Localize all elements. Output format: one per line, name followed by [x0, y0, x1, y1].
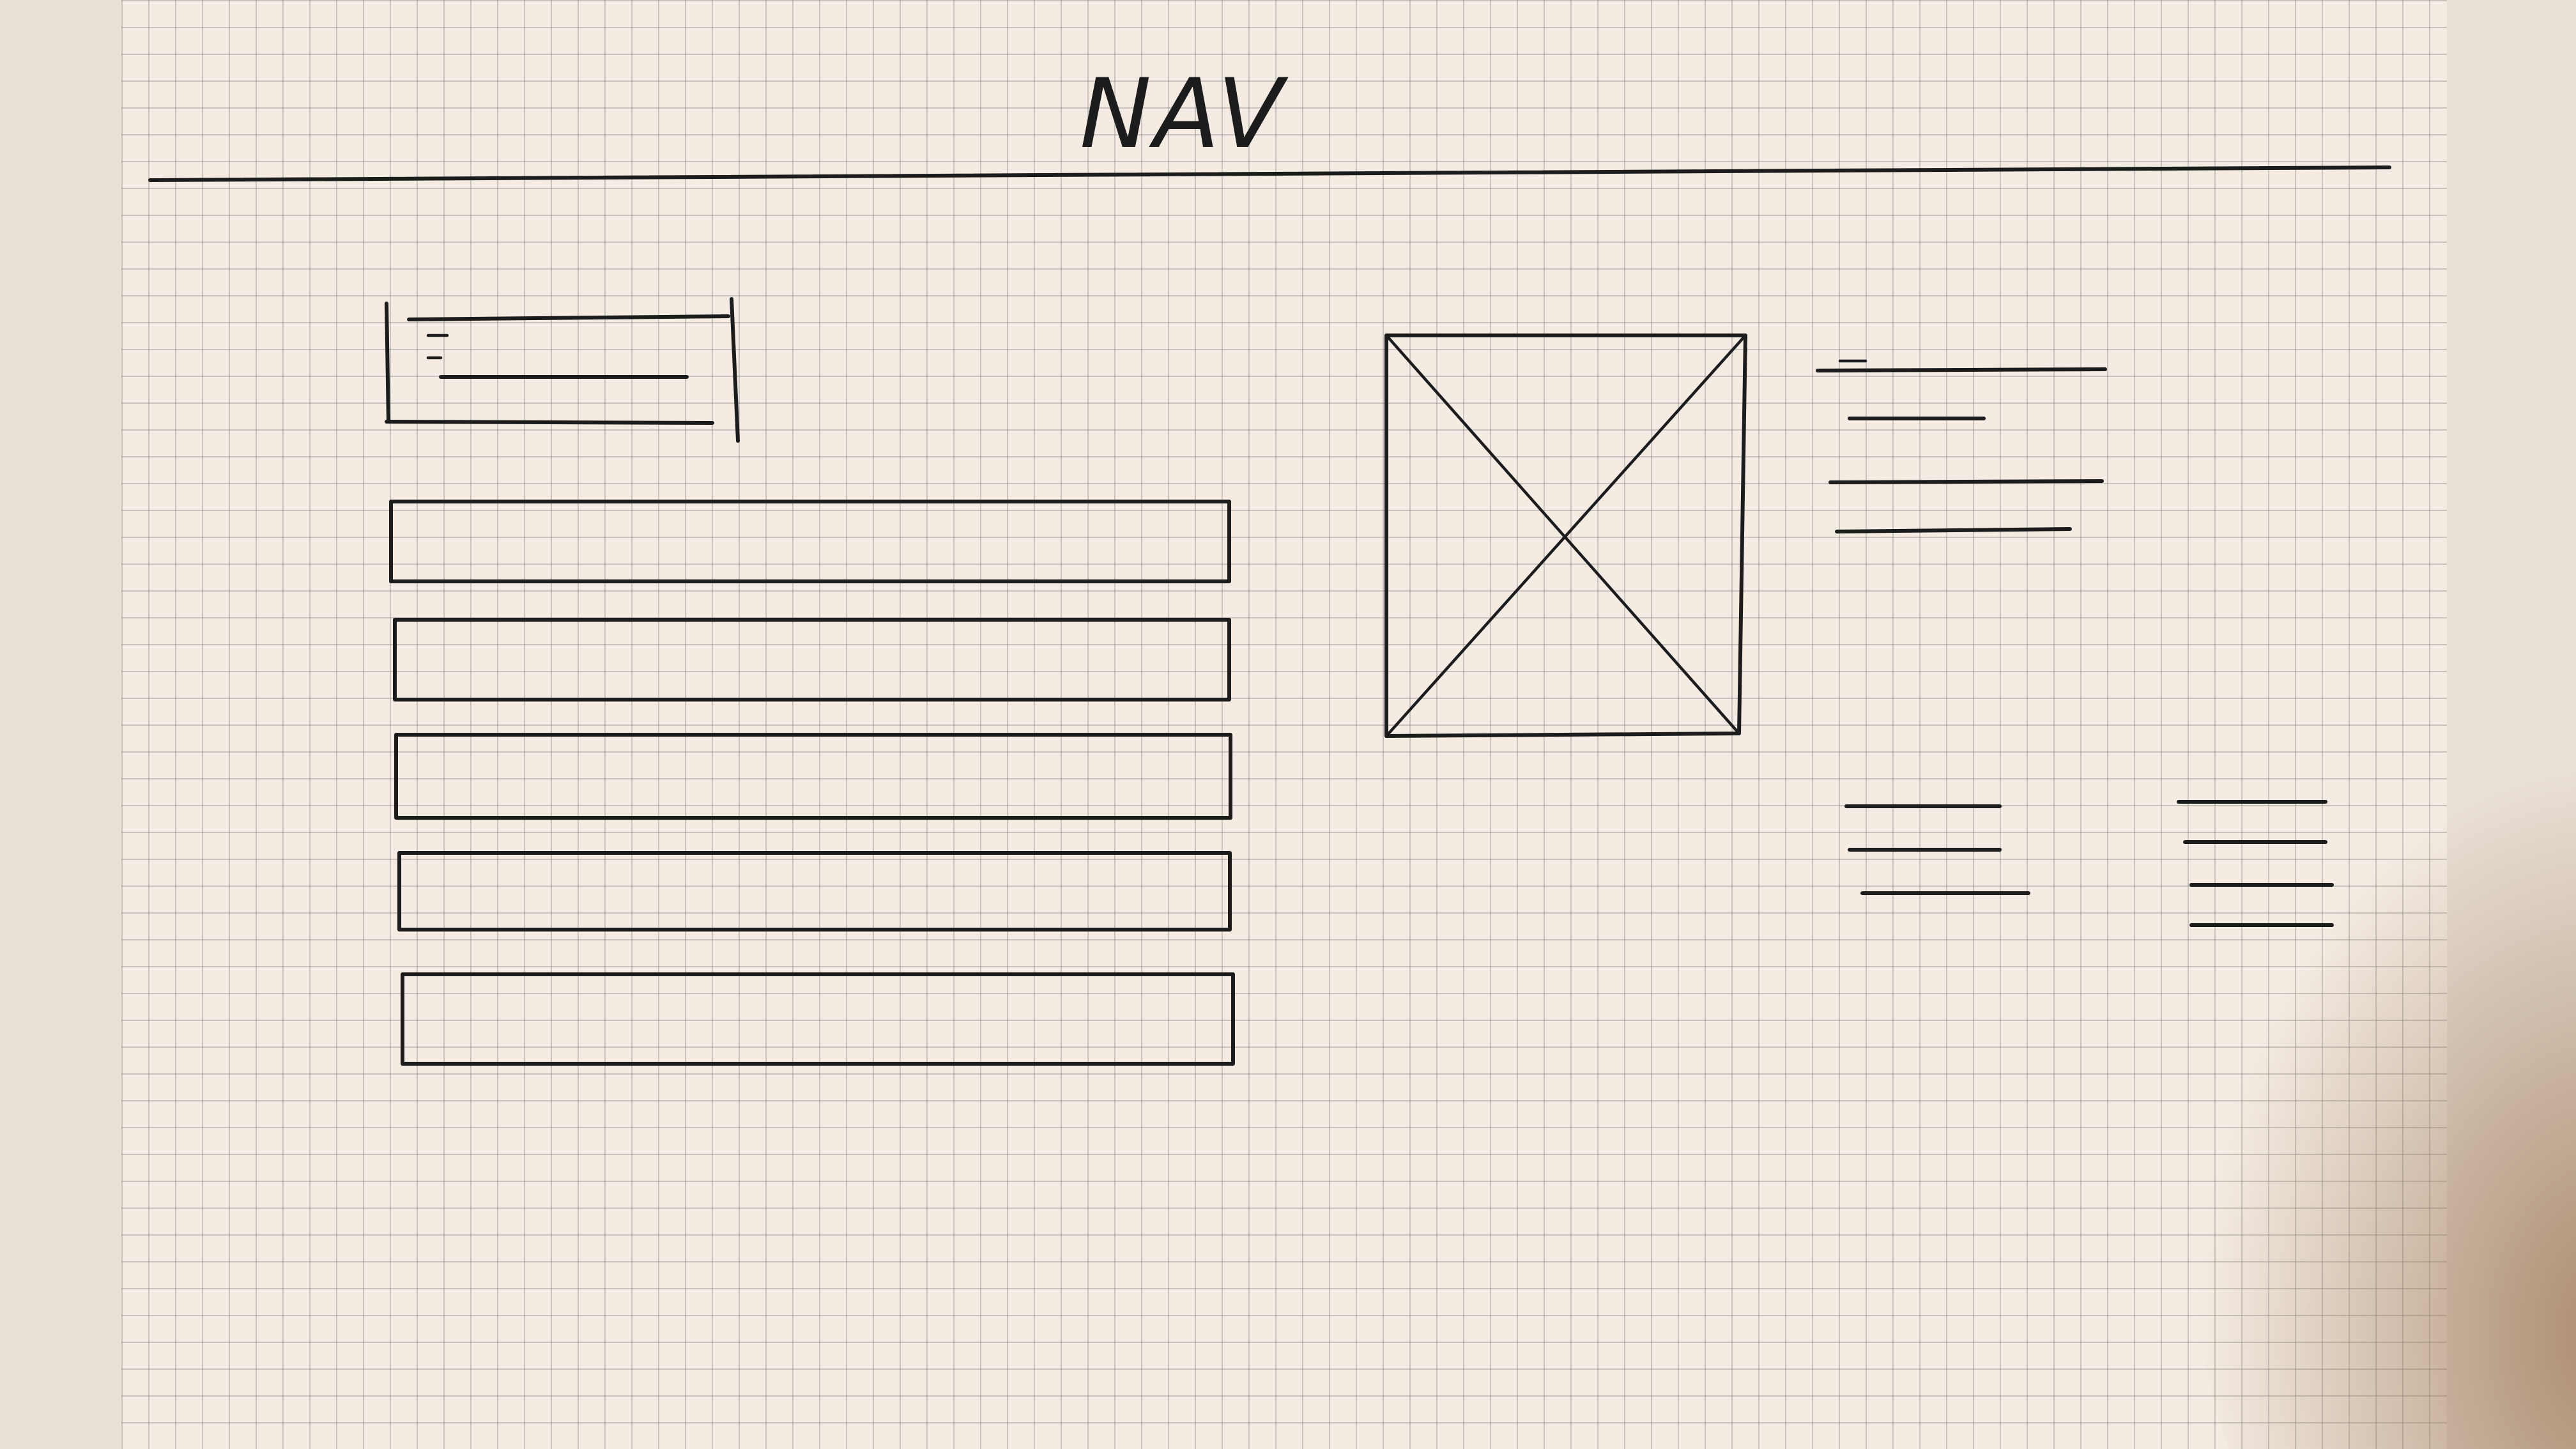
graph-paper	[121, 0, 2447, 1449]
list-row-2	[393, 618, 1231, 702]
list-row-1	[389, 500, 1231, 583]
image-caption-lines	[1816, 359, 2107, 533]
image-placeholder	[1384, 334, 1747, 738]
list-row-5	[401, 972, 1235, 1066]
nav-label: NAV	[1080, 59, 1289, 170]
list-rows-sketch	[389, 500, 1235, 1066]
list-row-4	[397, 851, 1232, 931]
nav-divider	[148, 165, 2391, 182]
list-row-3	[394, 733, 1232, 820]
text-group-left	[1844, 804, 2030, 895]
nav-bar: NAV	[148, 59, 2391, 182]
text-group-right	[2177, 800, 2334, 927]
small-button-sketch	[385, 297, 740, 443]
